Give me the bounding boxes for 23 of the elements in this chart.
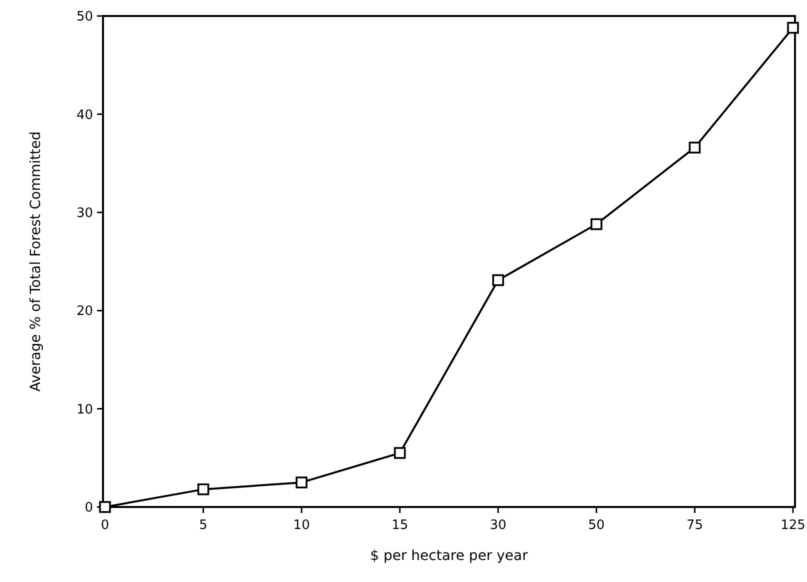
y-axis-title: Average % of Total Forest Committed: [28, 131, 44, 392]
point: [492, 274, 504, 286]
x-tick-label: 50: [588, 518, 605, 533]
y-tick-label: 30: [76, 206, 93, 221]
point: [787, 22, 799, 34]
x-tick-label: 30: [490, 518, 506, 533]
x-tick-label: 125: [780, 518, 806, 533]
x-tick-label: 0: [100, 518, 110, 533]
y-tick-label: 50: [76, 10, 93, 25]
point: [688, 142, 701, 154]
x-tick-label: 10: [293, 518, 310, 533]
x-axis-title: $ per hectare per year: [370, 548, 528, 564]
y-tick-label: 10: [76, 402, 93, 418]
point: [394, 447, 406, 459]
y-tick-label: 20: [76, 304, 93, 320]
y-tick-label: 40: [76, 108, 93, 123]
x-tick-label: 15: [392, 518, 408, 533]
y-tick-label: 0: [84, 500, 93, 516]
point: [296, 476, 308, 488]
x-tick-label: 75: [686, 518, 703, 533]
point: [197, 483, 210, 496]
point: [590, 218, 602, 230]
x-tick-label: 5: [199, 518, 208, 533]
